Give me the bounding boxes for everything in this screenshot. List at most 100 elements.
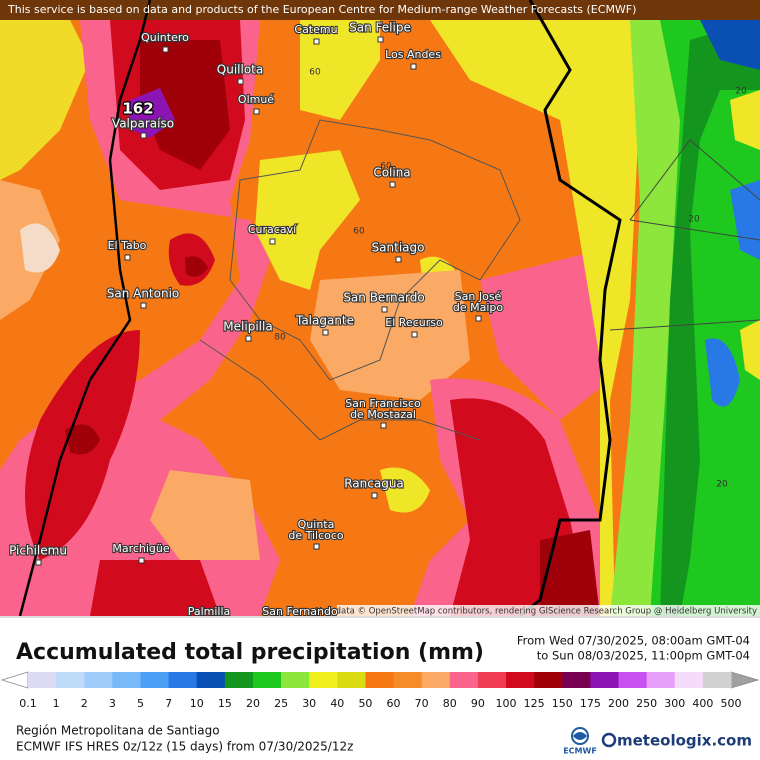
attribution: This service is based on data and produc… — [7, 3, 636, 16]
colorbar-label: 200 — [608, 697, 629, 710]
place-label: Marchigüe — [112, 542, 170, 555]
colorbar-swatch — [702, 672, 732, 688]
place-label: San José — [455, 290, 502, 303]
place-label: Palmilla — [188, 605, 231, 618]
place-dot — [389, 181, 396, 188]
place-label: Melipilla — [223, 320, 272, 334]
model-info: ECMWF IFS HRES 0z/12z (15 days) from 07/… — [16, 740, 353, 754]
map-credit: Map data © OpenStreetMap contributors, r… — [315, 607, 757, 617]
colorbar-swatch — [196, 672, 226, 688]
colorbar-label: 500 — [721, 697, 742, 710]
colorbar-label: 175 — [580, 697, 601, 710]
colorbar-swatch — [168, 672, 198, 688]
place-dot — [124, 254, 131, 261]
colorbar-swatch — [562, 672, 591, 688]
colorbar-label: 80 — [443, 697, 457, 710]
colorbar-swatch — [365, 672, 395, 688]
colorbar-label: 15 — [218, 697, 232, 710]
colorbar-swatch — [140, 672, 170, 688]
colorbar-swatch — [449, 672, 479, 688]
colorbar-label: 50 — [358, 697, 372, 710]
colorbar-swatch — [534, 672, 563, 688]
place-dot — [298, 621, 303, 626]
place-dot — [411, 331, 418, 338]
place-dot — [475, 315, 482, 322]
colorbar-label: 250 — [636, 697, 657, 710]
ecmwf-logo: ECMWF — [563, 727, 597, 756]
colorbar-swatch — [421, 672, 451, 688]
place-dot — [313, 38, 320, 45]
colorbar-high-arrow — [730, 671, 760, 689]
place-dot — [138, 557, 145, 564]
colorbar-label: 150 — [552, 697, 573, 710]
place-dot — [162, 46, 169, 53]
precipitation-map: This service is based on data and produc… — [0, 0, 760, 626]
place-label: de Mostazal — [350, 408, 416, 421]
colorbar-swatch — [28, 672, 57, 688]
place-label: El Recurso — [385, 316, 443, 329]
colorbar-swatch — [224, 672, 254, 688]
place-dot — [377, 36, 384, 43]
place-dot — [269, 238, 276, 245]
place-label: Catemu — [294, 23, 337, 36]
place-label: San Antonio — [107, 287, 180, 301]
colorbar-label: 10 — [190, 697, 204, 710]
contour-label: 60 — [353, 227, 365, 237]
colorbar-low-arrow — [0, 671, 29, 689]
colorbar-label: 3 — [109, 697, 116, 710]
colorbar-label: 25 — [274, 697, 288, 710]
colorbar-label: 30 — [302, 697, 316, 710]
period-from: From Wed 07/30/2025, 08:00am GMT-04 — [517, 634, 750, 648]
colorbar-label: 1 — [53, 697, 60, 710]
colorbar-swatch — [112, 672, 141, 688]
place-label: de Maipo — [453, 301, 504, 314]
place-dot — [237, 78, 244, 85]
colorbar-swatch — [477, 672, 507, 688]
colorbar-label: 100 — [496, 697, 517, 710]
place-dot — [395, 256, 402, 263]
place-label: Talagante — [295, 314, 354, 328]
place-label: El Tabo — [108, 239, 147, 252]
region: Región Metropolitana de Santiago — [16, 724, 220, 738]
legend-title: Accumulated total precipitation (mm) — [16, 640, 484, 665]
place-label: Santiago — [372, 241, 425, 255]
contour-label: 162 — [122, 100, 153, 118]
contour-labels: 162 60 60 60 80 20 20 20 — [121, 68, 747, 490]
colorbar-swatch — [646, 672, 676, 688]
place-dot — [313, 543, 320, 550]
place-dot — [253, 108, 260, 115]
meteologix-logo: meteologix.com — [601, 732, 752, 750]
contour-label: 20 — [688, 215, 700, 225]
place-dot — [207, 621, 212, 626]
place-label: Curacaví — [248, 223, 297, 236]
place-labels: Quintero San Felipe Catemu Los Andes Quillot… — [8, 19, 505, 626]
colorbar-swatch — [84, 672, 113, 688]
place-label: de Tilcoco — [288, 529, 344, 542]
place-dot — [140, 302, 147, 309]
colorbar-swatch — [618, 672, 648, 688]
colorbar-swatch — [590, 672, 620, 688]
place-dot — [35, 559, 42, 566]
period-to: to Sun 08/03/2025, 11:00pm GMT-04 — [537, 649, 750, 663]
place-label: San Bernardo — [343, 291, 424, 305]
place-label: Pichilemu — [9, 544, 67, 558]
place-label: San Fernando — [262, 605, 338, 618]
colorbar-swatch — [309, 672, 338, 688]
place-label: Valparaíso — [112, 117, 174, 131]
ecmwf-text: ECMWF — [563, 747, 597, 756]
place-label: Rancagua — [344, 477, 404, 491]
colorbar-label: 70 — [415, 697, 429, 710]
place-dot — [381, 306, 388, 313]
colorbar-swatch — [674, 672, 704, 688]
place-dot — [140, 132, 147, 139]
colorbar-label: 40 — [330, 697, 344, 710]
colorbar: 0.1 1 2 3 5 7 10 15 20 25 30 40 50 60 70 80 90 100 125 150 1… — [0, 671, 760, 710]
brand-text: meteologix.com — [617, 732, 752, 750]
place-dot — [322, 329, 329, 336]
colorbar-label: 7 — [165, 697, 172, 710]
colorbar-label: 60 — [387, 697, 401, 710]
colorbar-swatch — [252, 672, 282, 688]
contour-label: 80 — [274, 333, 286, 343]
colorbar-label: 300 — [664, 697, 685, 710]
